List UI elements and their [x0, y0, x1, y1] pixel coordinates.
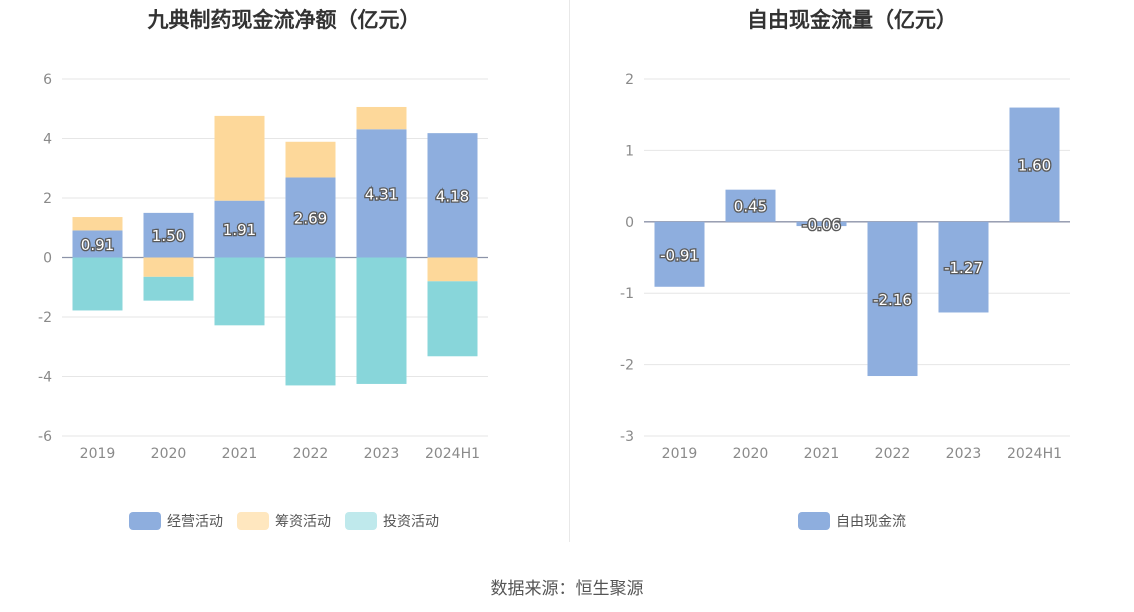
bar-筹资活动-2020	[143, 257, 194, 277]
x-tick-label: 2023	[364, 446, 400, 462]
legend-label: 经营活动	[167, 514, 223, 530]
legend-label: 投资活动	[383, 514, 439, 530]
bar-筹资活动-2023	[356, 106, 407, 130]
data-source-footer: 数据来源：恒生聚源	[490, 579, 644, 599]
legend-item[interactable]: 自由现金流	[798, 511, 906, 531]
bar-投资活动-2022	[285, 257, 336, 386]
y-tick-label: -1	[620, 286, 634, 302]
legend-swatch	[345, 512, 377, 530]
data-label: 4.31	[365, 185, 398, 203]
x-tick-label: 2020	[733, 446, 769, 462]
x-tick-label: 2024H1	[425, 446, 480, 462]
y-tick-label: 2	[625, 72, 634, 88]
bar-投资活动-2020	[143, 276, 194, 301]
bar-自由现金流-2020	[725, 189, 776, 222]
legend-swatch	[129, 512, 161, 530]
y-tick-label: -2	[620, 358, 634, 374]
x-tick-label: 2019	[662, 446, 698, 462]
x-tick-label: 2024H1	[1007, 446, 1062, 462]
bar-筹资活动-2022	[285, 141, 336, 178]
y-tick-label: -4	[38, 370, 52, 386]
y-tick-label: 1	[625, 143, 634, 159]
fcf-chart-title: 自由现金流量（亿元）	[747, 8, 957, 32]
data-label: -0.06	[802, 216, 841, 234]
y-tick-label: 4	[43, 132, 52, 148]
legend-item[interactable]: 经营活动	[129, 511, 223, 531]
fcf-legend: 自由现金流	[570, 511, 1134, 531]
cashflow-chart-title: 九典制药现金流净额（亿元）	[147, 8, 421, 32]
data-label: 0.45	[734, 198, 767, 216]
data-label: -2.16	[873, 291, 912, 309]
panel-divider	[569, 0, 570, 542]
x-tick-label: 2023	[946, 446, 982, 462]
bar-自由现金流-2022	[867, 221, 918, 377]
legend-swatch	[237, 512, 269, 530]
legend-label: 筹资活动	[275, 514, 331, 530]
fcf-chart-panel: 自由现金流量（亿元） -3 -2 -1 0 1 2 2019 2020 2021 2022 2023…	[570, 0, 1134, 545]
bar-经营活动-2023	[356, 129, 407, 258]
bar-投资活动-2023	[356, 257, 407, 384]
x-tick-label: 2021	[222, 446, 258, 462]
cashflow-chart: -6 -4 -2 0 2 4 6 2019 2020 2021 2022 2023 2024H1 0.91…	[38, 72, 488, 462]
data-label: 1.60	[1018, 157, 1051, 175]
bar-自由现金流-2021	[796, 221, 847, 227]
bar-投资活动-2024H1	[427, 281, 478, 357]
bar-自由现金流-2024H1	[1009, 107, 1060, 222]
cashflow-chart-panel: 九典制药现金流净额（亿元） -6 -4 -2 0 2 4 6 2019 2020 2021 2022…	[0, 0, 568, 545]
legend-item[interactable]: 投资活动	[345, 511, 439, 531]
legend-item[interactable]: 筹资活动	[237, 511, 331, 531]
y-tick-label: 0	[43, 251, 52, 267]
data-label: 0.91	[81, 236, 114, 254]
y-tick-label: -3	[620, 429, 634, 445]
x-tick-label: 2019	[80, 446, 116, 462]
bar-经营活动-2019	[72, 230, 123, 258]
data-label: 2.69	[294, 209, 327, 227]
bar-投资活动-2021	[214, 257, 265, 326]
bar-筹资活动-2024H1	[427, 257, 478, 282]
bar-筹资活动-2019	[72, 217, 123, 231]
legend-swatch	[798, 512, 830, 530]
x-tick-label: 2022	[293, 446, 329, 462]
bar-筹资活动-2021	[214, 115, 265, 201]
data-label: -1.27	[944, 259, 983, 277]
y-tick-label: 2	[43, 191, 52, 207]
bar-经营活动-2024H1	[427, 133, 478, 258]
y-tick-label: -2	[38, 310, 52, 326]
bar-自由现金流-2023	[938, 221, 989, 313]
y-tick-label: 6	[43, 72, 52, 88]
x-tick-label: 2020	[151, 446, 187, 462]
data-label: 1.91	[223, 221, 256, 239]
x-tick-label: 2021	[804, 446, 840, 462]
y-tick-label: 0	[625, 215, 634, 231]
legend-label: 自由现金流	[836, 514, 906, 530]
data-label: -0.91	[660, 246, 699, 264]
x-tick-label: 2022	[875, 446, 911, 462]
cashflow-legend: 经营活动 筹资活动 投资活动	[0, 511, 568, 531]
bar-经营活动-2021	[214, 200, 265, 258]
bar-投资活动-2019	[72, 257, 123, 311]
bar-经营活动-2020	[143, 212, 194, 258]
data-label: 1.50	[152, 227, 185, 245]
fcf-chart: -3 -2 -1 0 1 2 2019 2020 2021 2022 2023 2024H1 -0.91…	[620, 72, 1070, 462]
y-tick-label: -6	[38, 429, 52, 445]
bar-经营活动-2022	[285, 177, 336, 258]
data-label: 4.18	[436, 187, 469, 205]
bar-自由现金流-2019	[654, 221, 705, 287]
